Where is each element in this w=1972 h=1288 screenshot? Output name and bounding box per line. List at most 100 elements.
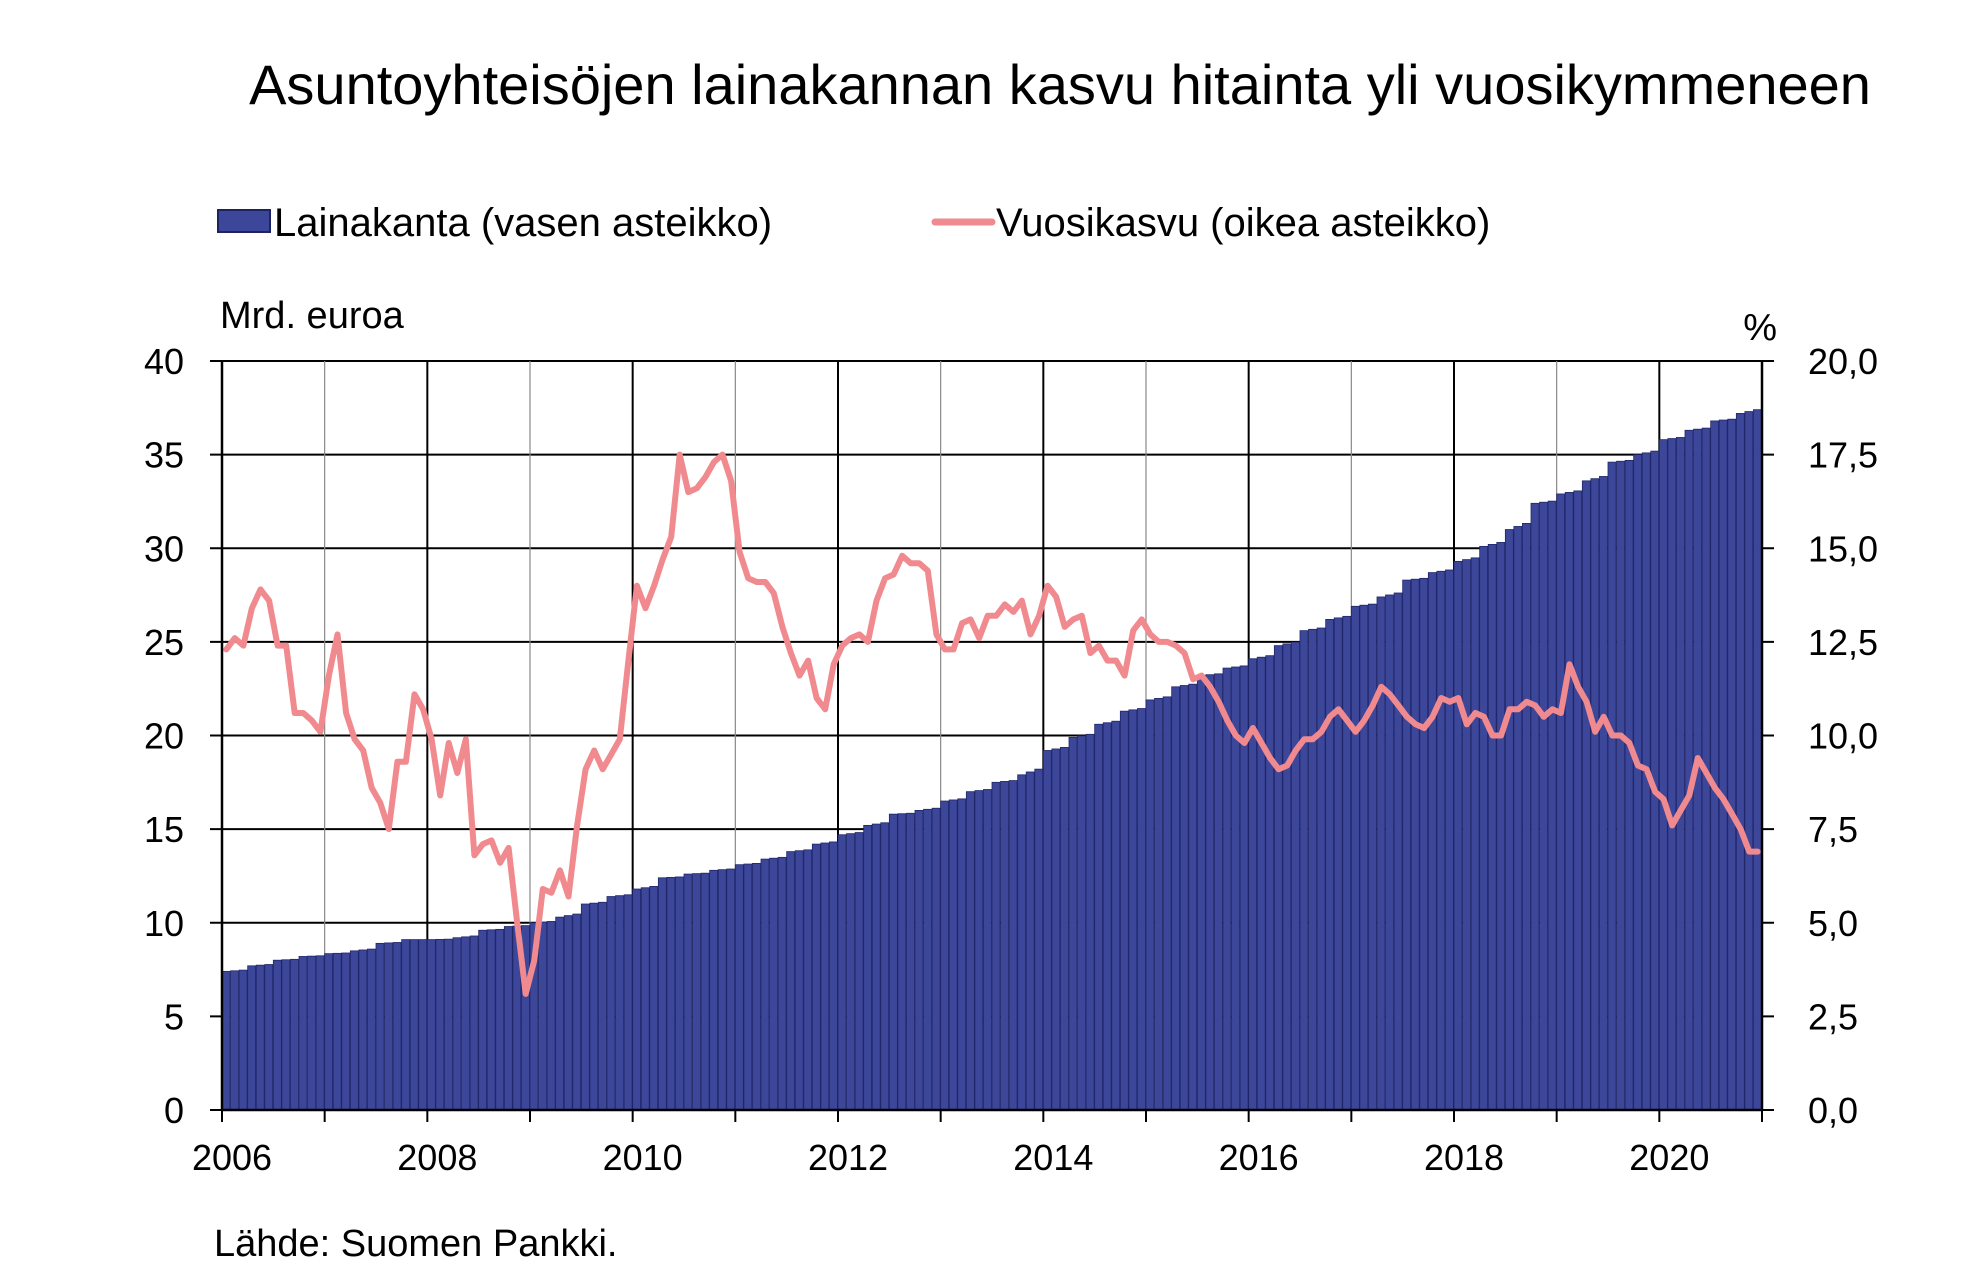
left-axis-ticks: 0 5 10 15 20 25 30 35 40 bbox=[144, 341, 222, 1131]
loan-stock-bar bbox=[606, 896, 616, 1111]
legend-label-bar: Lainakanta (vasen asteikko) bbox=[274, 201, 772, 245]
loan-stock-bar bbox=[1539, 501, 1548, 1111]
loan-stock-bar bbox=[478, 929, 488, 1111]
left-tick-label: 25 bbox=[144, 622, 184, 663]
loan-stock-bar bbox=[461, 936, 470, 1111]
loan-stock-bar bbox=[1530, 502, 1540, 1111]
loan-stock-bar bbox=[1402, 579, 1412, 1111]
loan-stock-bar bbox=[247, 965, 257, 1111]
loan-stock-bar bbox=[1462, 559, 1471, 1111]
loan-stock-bar bbox=[1496, 542, 1506, 1111]
loan-stock-bar bbox=[632, 888, 642, 1111]
loan-stock-bar bbox=[358, 949, 368, 1111]
loan-stock-bar bbox=[1556, 493, 1566, 1111]
loan-stock-bar bbox=[444, 938, 453, 1111]
loan-stock-bar bbox=[1522, 523, 1531, 1111]
loan-stock-bar bbox=[495, 928, 505, 1111]
loan-stock-bar bbox=[940, 800, 950, 1111]
loan-stock-bar bbox=[1624, 459, 1634, 1111]
loan-stock-bar bbox=[1658, 439, 1668, 1111]
loan-stock-bar bbox=[965, 791, 975, 1111]
loan-stock-bar bbox=[341, 952, 351, 1111]
right-tick-label: 20,0 bbox=[1808, 341, 1878, 382]
loan-stock-bar bbox=[1162, 696, 1172, 1111]
legend-swatch-bar bbox=[217, 209, 271, 233]
loan-stock-bar bbox=[1214, 673, 1223, 1111]
loan-stock-bar bbox=[657, 877, 667, 1111]
loan-stock-bar bbox=[888, 813, 898, 1111]
loan-stock-bar bbox=[349, 950, 359, 1111]
loan-stock-bar bbox=[1470, 557, 1480, 1111]
x-tick-label: 2014 bbox=[1013, 1137, 1093, 1178]
loan-stock-bar bbox=[367, 948, 376, 1111]
loan-stock-bar bbox=[1239, 665, 1249, 1111]
loan-stock-bar bbox=[580, 903, 590, 1111]
legend-label-line: Vuosikasvu (oikea asteikko) bbox=[996, 201, 1490, 245]
loan-stock-bar bbox=[589, 902, 599, 1111]
loan-stock-bar bbox=[1051, 748, 1061, 1111]
loan-stock-bar bbox=[1222, 667, 1232, 1111]
loan-stock-bar bbox=[1282, 643, 1292, 1111]
left-tick-label: 15 bbox=[144, 809, 184, 850]
loan-stock-bar bbox=[1581, 480, 1591, 1111]
loan-stock-bar bbox=[401, 939, 411, 1111]
loan-stock-bar bbox=[563, 915, 573, 1111]
loan-stock-bar bbox=[452, 937, 462, 1111]
right-tick-label: 10,0 bbox=[1808, 716, 1878, 757]
loan-stock-bar bbox=[717, 869, 727, 1111]
x-tick-label: 2020 bbox=[1629, 1137, 1709, 1178]
loan-stock-bar bbox=[1453, 560, 1463, 1111]
loan-stock-bar bbox=[1017, 774, 1027, 1111]
loan-stock-bar bbox=[1513, 526, 1523, 1111]
loan-stock-bar bbox=[683, 873, 693, 1111]
loan-stock-bar bbox=[1735, 413, 1745, 1111]
loan-stock-bar bbox=[1034, 768, 1044, 1111]
loan-stock-bar bbox=[829, 841, 838, 1111]
loan-stock-bar bbox=[1316, 627, 1326, 1111]
loan-stock-bar bbox=[1676, 437, 1685, 1111]
loan-stock-bar bbox=[538, 921, 547, 1111]
right-tick-label: 7,5 bbox=[1808, 809, 1858, 850]
loan-stock-bar bbox=[846, 833, 855, 1111]
loan-stock-bar bbox=[983, 789, 992, 1111]
loan-stock-bar bbox=[503, 926, 513, 1111]
loan-stock-bar bbox=[1376, 596, 1386, 1111]
source-note: Lähde: Suomen Pankki. bbox=[214, 1223, 618, 1265]
loan-stock-bar bbox=[1196, 675, 1206, 1111]
loan-stock-bar bbox=[324, 953, 334, 1111]
left-axis-unit: Mrd. euroa bbox=[220, 295, 405, 337]
loan-stock-bar bbox=[1718, 419, 1728, 1111]
loan-stock-bar bbox=[1350, 605, 1360, 1111]
loan-stock-bar bbox=[615, 895, 624, 1111]
loan-stock-bar bbox=[760, 858, 770, 1111]
right-tick-label: 0,0 bbox=[1808, 1090, 1858, 1131]
loan-stock-bar bbox=[1547, 500, 1557, 1111]
x-tick-label: 2010 bbox=[603, 1137, 683, 1178]
loan-stock-bar bbox=[923, 808, 932, 1111]
x-tick-label: 2008 bbox=[397, 1137, 477, 1178]
loan-stock-bar bbox=[1616, 460, 1625, 1111]
loan-stock-bar bbox=[1427, 572, 1437, 1111]
loan-stock-bar bbox=[794, 850, 804, 1111]
loan-stock-bar bbox=[1179, 685, 1189, 1111]
right-tick-label: 17,5 bbox=[1808, 435, 1878, 476]
loan-stock-bar bbox=[786, 851, 796, 1111]
loan-stock-bar bbox=[1042, 750, 1052, 1111]
loan-stock-bar bbox=[418, 939, 428, 1111]
loan-stock-bar bbox=[255, 964, 265, 1111]
loan-stock-bar bbox=[1265, 655, 1275, 1111]
loan-stock-bar bbox=[1025, 771, 1035, 1111]
loan-stock-bar bbox=[1710, 420, 1720, 1111]
loan-stock-bar bbox=[546, 921, 556, 1111]
loan-stock-bar bbox=[854, 832, 864, 1111]
right-tick-label: 15,0 bbox=[1808, 528, 1878, 569]
loan-stock-bar bbox=[649, 886, 659, 1111]
loan-stock-bar bbox=[598, 901, 607, 1111]
right-axis-ticks: 0,0 2,5 5,0 7,5 10,0 12,5 15,0 17,5 20,0 bbox=[1762, 341, 1878, 1131]
loan-stock-bar bbox=[1145, 699, 1155, 1111]
right-tick-label: 2,5 bbox=[1808, 996, 1858, 1037]
loan-stock-bar bbox=[1333, 617, 1343, 1111]
loan-stock-bar bbox=[409, 939, 419, 1111]
loan-stock-bar bbox=[752, 862, 761, 1111]
